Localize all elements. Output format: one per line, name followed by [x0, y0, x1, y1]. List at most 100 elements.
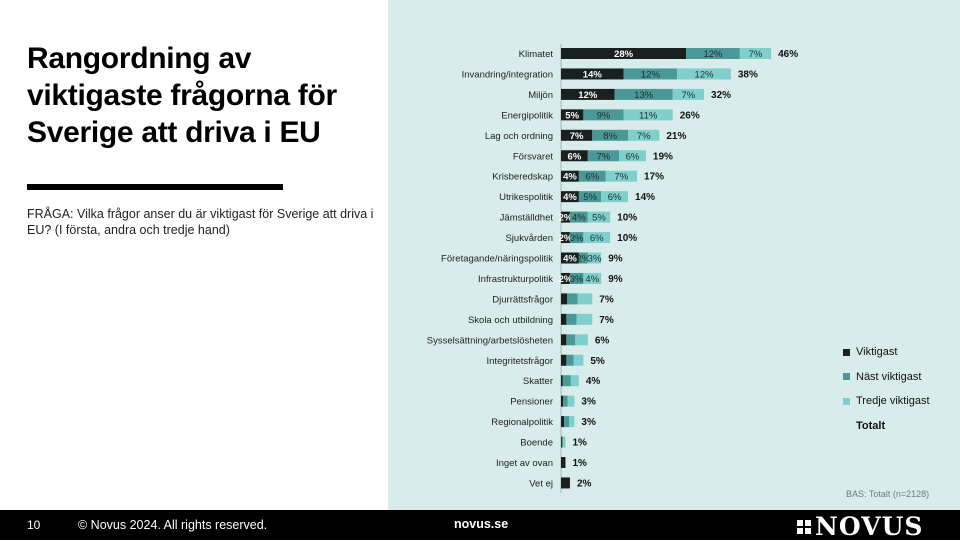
data-label-tredje-viktigast: 7%	[749, 49, 763, 60]
bar-segment-nast-viktigast	[578, 252, 588, 264]
data-label-nast-viktigast: 7%	[597, 151, 611, 162]
bar-segment-tredje-viktigast	[605, 170, 637, 182]
bar-segment-viktigast	[561, 150, 588, 162]
bar-segment-tredje-viktigast	[567, 395, 575, 407]
legend-item-nast-viktigast: Näst viktigast	[843, 365, 930, 390]
legend-label-tredje-viktigast: Tredje viktigast	[856, 395, 930, 408]
bar-segment-nast-viktigast	[614, 88, 673, 100]
data-label-viktigast: 2%	[559, 213, 573, 224]
legend-item-totalt: Totalt	[856, 419, 886, 432]
total-label: 38%	[738, 69, 758, 80]
website-link[interactable]: novus.se	[454, 517, 509, 531]
total-label: 3%	[581, 417, 596, 428]
category-label: Klimatet	[519, 49, 554, 60]
chart-legend: Viktigast Näst viktigast Tredje viktigas…	[843, 340, 930, 438]
bar-segment-viktigast	[561, 334, 567, 346]
bar-segment-tredje-viktigast	[677, 68, 731, 80]
legend-swatch-nast-viktigast	[843, 373, 850, 381]
bar-segment-viktigast	[561, 272, 570, 284]
legend-swatch-viktigast	[843, 348, 850, 356]
category-label: Inget av ovan	[496, 458, 553, 469]
total-label: 21%	[666, 131, 686, 142]
bar-segment-tredje-viktigast	[587, 211, 611, 223]
footer-bar: 10 © Novus 2024. All rights reserved. no…	[0, 510, 960, 541]
bar-segment-tredje-viktigast	[672, 88, 705, 100]
bar-row-pensioner: Pensioner 3%	[510, 395, 596, 408]
bar-segment-viktigast	[561, 416, 565, 428]
bar-row-skola-och-utbildning: Skola och utbildning 7%	[468, 313, 614, 326]
category-label: Djurrättsfrågor	[492, 294, 553, 305]
category-label: Jämställdhet	[500, 213, 554, 224]
novus-logo: NOVUS	[797, 512, 923, 541]
bar-segment-nast-viktigast	[569, 211, 588, 223]
total-label: 32%	[711, 90, 731, 101]
category-label: Krisberedskap	[492, 172, 553, 183]
bar-segment-viktigast	[561, 48, 687, 59]
bar-row-miljon: Miljön 12% 13% 7% 32%	[528, 88, 731, 101]
legend-label-viktigast: Viktigast	[856, 346, 898, 359]
survey-question: FRÅGA: Vilka frågor anser du är viktigas…	[27, 207, 374, 237]
data-label-viktigast: 6%	[568, 151, 582, 162]
bar-segment-nast-viktigast	[578, 170, 606, 182]
legend-item-tredje-viktigast: Tredje viktigast	[843, 389, 930, 414]
bar-segment-viktigast	[561, 129, 593, 141]
bar-row-jamstalldhet: Jämställdhet 2% 4% 5% 10%	[500, 211, 637, 224]
bar-row-integritetsfragor: Integritetsfrågor 5%	[486, 354, 605, 367]
bar-row-energipolitik: Energipolitik 5% 9% 11% 26%	[501, 109, 700, 121]
bar-segment-viktigast	[561, 395, 564, 407]
bar-segment-nast-viktigast	[592, 129, 629, 141]
total-label: 4%	[586, 376, 601, 387]
bar-segment-nast-viktigast	[578, 191, 602, 203]
data-label-nast-viktigast: 13%	[634, 90, 654, 101]
category-label: Infrastrukturpolitik	[478, 274, 553, 285]
bar-row-skatter: Skatter 4%	[523, 375, 601, 387]
data-label-tredje-viktigast: 7%	[614, 172, 628, 183]
category-label: Försvaret	[513, 151, 553, 162]
bar-row-lag-och-ordning: Lag och ordning 7% 8% 7% 21%	[485, 129, 686, 142]
data-label-viktigast: 28%	[614, 49, 634, 60]
bar-segment-tredje-viktigast	[569, 416, 575, 428]
bar-segment-nast-viktigast	[562, 375, 571, 387]
bar-row-regionalpolitik: Regionalpolitik 3%	[491, 416, 596, 428]
data-label-viktigast: 14%	[583, 69, 603, 80]
bar-segment-nast-viktigast	[564, 416, 570, 428]
data-label-nast-viktigast: 3%	[570, 233, 584, 244]
category-label: Energipolitik	[501, 110, 553, 121]
data-label-viktigast: 4%	[563, 192, 577, 203]
total-label: 9%	[608, 274, 623, 285]
total-label: 10%	[617, 233, 637, 244]
bar-segment-tredje-viktigast	[563, 436, 566, 448]
data-label-nast-viktigast: 12%	[703, 49, 723, 60]
bar-row-krisberedskap: Krisberedskap 4% 6% 7% 17%	[492, 170, 664, 183]
category-label: Skola och utbildning	[468, 315, 553, 326]
data-label-viktigast: 5%	[565, 110, 579, 121]
total-label: 6%	[595, 335, 610, 346]
bar-row-infrastrukturpolitik: Infrastrukturpolitik 2%3% 4% 9%	[478, 272, 623, 285]
novus-logo-text: NOVUS	[815, 512, 924, 541]
bar-segment-tredje-viktigast	[583, 272, 602, 284]
bar-segment-nast-viktigast	[583, 109, 624, 121]
category-label: Sysselsättning/arbetslösheten	[427, 335, 553, 346]
bar-row-foretagande-naringspolitik: Företagande/näringspolitik 4% 2%3% 9%	[441, 252, 623, 265]
bar-segment-viktigast	[561, 211, 570, 223]
bar-row-utrikespolitik: Utrikespolitik 4% 5% 6% 14%	[499, 191, 655, 203]
category-label: Sjukvården	[505, 233, 553, 244]
bar-segment-tredje-viktigast	[739, 48, 772, 59]
bar-row-klimatet: Klimatet 28% 12% 7% 46%	[519, 48, 798, 60]
data-label-tredje-viktigast: 5%	[592, 213, 606, 224]
bar-segment-nast-viktigast	[566, 313, 577, 325]
bar-segment-viktigast	[561, 88, 615, 100]
bar-segment-nast-viktigast	[566, 354, 574, 366]
total-label: 3%	[581, 397, 596, 408]
category-label: Lag och ordning	[485, 131, 553, 142]
category-label: Miljön	[528, 90, 553, 101]
copyright-text: © Novus 2024. All rights reserved.	[78, 518, 268, 532]
total-label: 2%	[577, 478, 592, 489]
data-label-viktigast: 12%	[578, 90, 598, 101]
data-label-viktigast: 2%	[559, 233, 573, 244]
data-label-nast-viktigast: 5%	[583, 192, 597, 203]
bar-segment-nast-viktigast	[569, 232, 584, 244]
data-label-viktigast: 7%	[570, 131, 584, 142]
total-label: 19%	[653, 151, 673, 162]
bar-row-sysselsattning-arbetslosheten: Sysselsättning/arbetslösheten 6%	[427, 334, 610, 346]
